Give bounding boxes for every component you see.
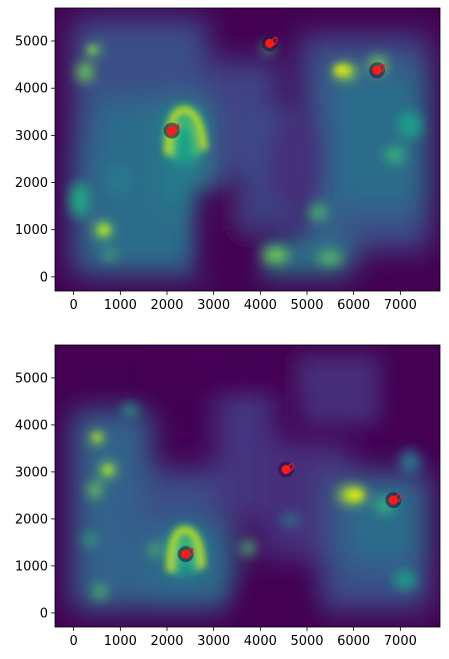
marker-point: [385, 492, 402, 509]
x-tick-label: 7000: [384, 634, 417, 649]
axes-frame: [54, 7, 441, 292]
y-tick-label: 0: [40, 270, 48, 285]
x-tick-label: 1000: [104, 634, 137, 649]
x-tick-label: 1000: [104, 298, 137, 313]
y-tick-label: 4000: [15, 418, 48, 433]
y-tick-label: 5000: [15, 371, 48, 386]
marker-point: [278, 461, 294, 478]
marker-point: [163, 122, 180, 139]
y-tick-label: 1000: [15, 223, 48, 238]
x-tick-label: 0: [70, 298, 78, 313]
x-tick-label: 4000: [244, 298, 277, 313]
axes-frame: [54, 344, 441, 628]
x-tick-label: 2000: [150, 298, 183, 313]
y-tick-label: 1000: [15, 559, 48, 574]
axes-top: 0 1000 2000 3000 4000 5000 6000 7000 0 1000 2000 30…: [15, 7, 441, 313]
marker-point: [369, 62, 385, 79]
y-tick-label: 3000: [15, 129, 48, 144]
heatmap-panel-bottom: 0 1000 2000 3000 4000 5000 6000 7000 0 1000 2000 30…: [15, 344, 441, 649]
x-tick-label: 5000: [290, 634, 323, 649]
x-tick-label: 2000: [150, 634, 183, 649]
x-tick-label: 7000: [384, 298, 417, 313]
y-tick-label: 5000: [15, 35, 48, 50]
y-tick-label: 2000: [15, 176, 48, 191]
x-tick-label: 6000: [337, 298, 370, 313]
marker-group-top: [163, 35, 385, 139]
x-tick-label: 6000: [337, 634, 370, 649]
y-tick-label: 2000: [15, 512, 48, 527]
x-tick-label: 4000: [244, 634, 277, 649]
heatmap-image-top: [55, 8, 440, 291]
x-tick-label: 5000: [290, 298, 323, 313]
axes-bottom: 0 1000 2000 3000 4000 5000 6000 7000 0 1000 2000 30…: [15, 344, 441, 649]
y-tick-label: 4000: [15, 82, 48, 97]
heatmap-image-bottom: [55, 345, 440, 627]
marker-group-bottom: [177, 461, 402, 563]
marker-point: [261, 35, 278, 52]
marker-point: [177, 546, 194, 563]
y-tick-label: 3000: [15, 465, 48, 480]
x-tick-label: 0: [70, 634, 78, 649]
y-tick-label: 0: [40, 606, 48, 621]
x-tick-label: 3000: [197, 634, 230, 649]
heatmap-panel-top: 0 1000 2000 3000 4000 5000 6000 7000 0 1000 2000 30…: [15, 7, 441, 313]
x-tick-label: 3000: [197, 298, 230, 313]
